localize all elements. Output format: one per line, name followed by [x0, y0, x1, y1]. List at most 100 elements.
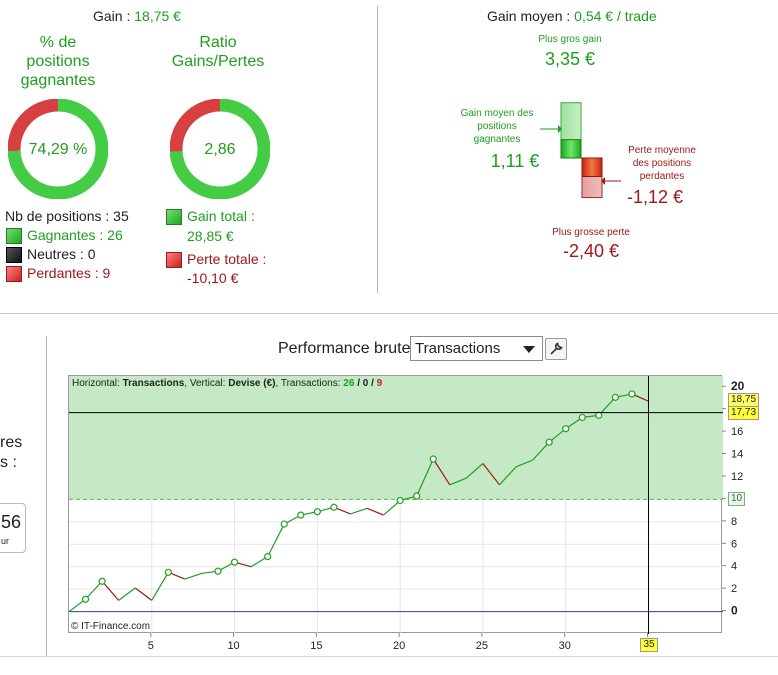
avg-gain-arrow-icon: [540, 125, 562, 133]
equity-segment: [515, 459, 533, 468]
chart-info-line: Horizontal: Transactions, Vertical: Devi…: [72, 378, 382, 389]
donut-winrate-title: % de positions gagnantes: [8, 33, 108, 90]
equity-point: [214, 567, 222, 575]
horizontal-axis-select-value: Transactions: [415, 340, 501, 357]
y-tick-label: 12: [731, 471, 743, 483]
equity-segment: [482, 463, 500, 486]
ratio-donut-hole: [183, 112, 257, 186]
chart-info-loss: 9: [376, 378, 383, 389]
performance-title: Performance brute: [278, 340, 411, 357]
max-loss-value: -2,40 €: [562, 241, 620, 261]
x-tick-label: 10: [227, 640, 239, 652]
x-tick-label: 30: [559, 640, 571, 652]
winners-swatch-icon: [6, 228, 22, 244]
equity-point: [313, 508, 321, 516]
avg-gain-caption-line: Gain moyen des: [460, 108, 534, 119]
losers-swatch-icon: [6, 266, 22, 282]
equity-segment: [432, 458, 451, 486]
equity-point: [98, 577, 106, 585]
chart-info-prefix: Horizontal:: [72, 378, 120, 389]
nb-positions: Nb de positions : 35: [5, 208, 129, 224]
max-loss-label: Plus grosse perte: [552, 227, 630, 238]
avg-gain-caption: Gain moyen des positions gagnantes: [452, 107, 542, 146]
x-tick-label: 25: [476, 640, 488, 652]
max-gain-value: 3,35 €: [544, 49, 596, 69]
equity-segment: [465, 463, 484, 479]
ratio-value: 2,86: [204, 141, 236, 158]
gain-value: 18,75 €: [134, 8, 181, 24]
wrench-icon: [550, 342, 563, 355]
equity-segment: [134, 587, 153, 601]
last-value-tag: 18,75: [728, 393, 760, 408]
chevron-down-icon: [523, 346, 535, 353]
donut-winrate-title-line: % de: [39, 34, 77, 51]
equity-segment: [499, 466, 517, 486]
equity-point: [164, 568, 172, 576]
horizontal-divider: [0, 313, 778, 314]
gain-header: Gain : 18,75 €: [93, 8, 181, 24]
avg-loss-caption: Perte moyenne des positions perdantes: [617, 144, 707, 183]
max-gain-label: Plus gros gain: [538, 34, 602, 45]
chart-info-vertical: Devise (€): [228, 378, 276, 389]
equity-point: [81, 595, 90, 603]
chart-info-neutral: 0: [362, 378, 369, 389]
equity-point: [280, 520, 288, 528]
reference-level-tag: 10: [728, 492, 746, 507]
losers-count: Perdantes : 9: [27, 265, 111, 281]
equity-segment: [449, 477, 467, 486]
equity-point: [628, 390, 636, 398]
equity-point: [230, 558, 239, 566]
neutral-count: Neutres : 0: [27, 246, 96, 262]
avg-loss-arrow-icon: [601, 177, 621, 185]
settings-wrench-button[interactable]: [545, 338, 567, 360]
equity-point: [611, 393, 619, 401]
left-divider: [46, 336, 47, 656]
y-tick-label: 6: [731, 538, 737, 550]
x-tick-label: 20: [393, 640, 405, 652]
chart-copyright: © IT-Finance.com: [71, 621, 151, 632]
ratio-donut-loss-arc: [170, 99, 221, 152]
donut-ratio-title-line: Ratio: [199, 34, 237, 51]
avg-gain-value: 0,54 € / trade: [574, 8, 657, 24]
ratio-donut: [170, 99, 270, 199]
equity-point: [396, 496, 404, 505]
chart-info-horizontal: Transactions: [122, 378, 185, 389]
y-tick-label: 4: [731, 561, 737, 573]
winrate-donut-hole: [21, 112, 95, 186]
neutral-swatch-icon: [6, 247, 22, 263]
equity-segment: [118, 587, 136, 601]
performance-chart[interactable]: [69, 376, 723, 634]
avg-loss-bar: [581, 157, 603, 177]
bottom-divider: [0, 656, 778, 657]
equity-segment: [383, 500, 401, 516]
equity-segment: [85, 580, 103, 600]
loss-total-value: -10,10 €: [187, 270, 239, 286]
equity-point: [330, 503, 338, 511]
chart-info-tx: , Transactions:: [275, 378, 341, 389]
vertical-divider: [377, 6, 378, 293]
avg-gain-caption-line: positions: [477, 121, 517, 132]
avg-loss-caption-line: Perte moyenne: [628, 145, 696, 156]
donut-ratio-title-line: Gains/Pertes: [171, 53, 265, 70]
winrate-donut: [8, 99, 108, 199]
y-tick-label: 2: [731, 583, 737, 595]
ratio-donut-win-arc: [170, 99, 270, 199]
equity-point: [264, 553, 272, 561]
avg-gain-header: Gain moyen : 0,54 € / trade: [487, 8, 657, 24]
gain-total-value: 28,85 €: [187, 228, 234, 244]
loss-total-label: Perte totale :: [187, 251, 267, 267]
horizontal-axis-select[interactable]: Transactions: [410, 336, 543, 361]
equity-segment: [416, 458, 434, 497]
avg-gain-bar: [560, 139, 582, 159]
equity-segment: [151, 571, 169, 601]
donut-winrate-title-line: positions: [26, 53, 90, 70]
y-tick-label: 8: [731, 516, 737, 528]
gain-total-swatch-icon: [166, 209, 182, 225]
y-tick-label: 0: [731, 604, 738, 618]
equity-segment: [532, 441, 550, 461]
equity-segment: [267, 523, 285, 557]
equity-point: [578, 413, 586, 422]
avg-loss-caption-line: des positions: [632, 158, 692, 169]
x-tick-label: 5: [148, 640, 154, 652]
avg-gain-caption-line: gagnantes: [473, 134, 521, 145]
